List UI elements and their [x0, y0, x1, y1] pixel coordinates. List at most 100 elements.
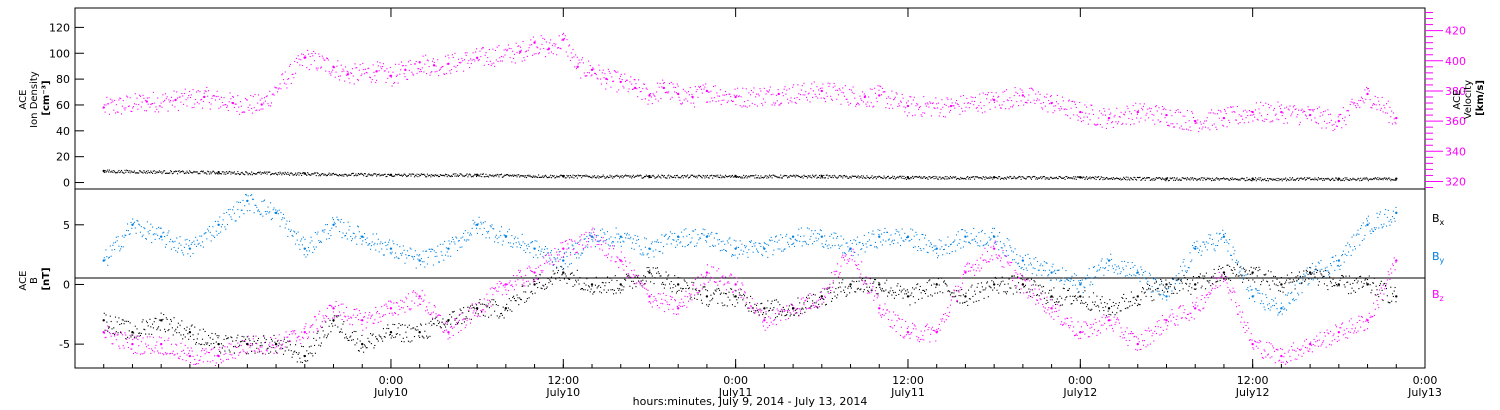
velocity-series-sample — [893, 98, 896, 100]
density-series-sample — [862, 175, 864, 177]
velocity-series-sample — [808, 92, 810, 94]
velocity-series-sample — [997, 96, 999, 98]
velocity-series-sample — [1337, 116, 1339, 118]
density-series-sample — [1326, 178, 1328, 180]
velocity-series-sample — [1347, 110, 1349, 112]
velocity-series-sample — [110, 102, 112, 104]
density-series-sample — [333, 174, 335, 176]
bz-series-sample — [313, 316, 316, 318]
density-series-sample — [1169, 177, 1171, 179]
bz-series-sample — [1335, 324, 1337, 326]
density-series-sample — [256, 173, 258, 175]
bz-series-sample — [1118, 322, 1120, 324]
bz-series-sample — [136, 352, 138, 354]
bz-series-sample — [1196, 297, 1198, 299]
velocity-series-sample — [803, 82, 805, 84]
velocity-series-sample — [189, 96, 191, 99]
density-series-sample — [1189, 179, 1191, 181]
velocity-series-sample — [404, 76, 406, 78]
by-series-point — [964, 235, 967, 238]
bz-series-sample — [882, 309, 884, 311]
velocity-series-sample — [1067, 100, 1070, 102]
density-series-sample — [643, 176, 645, 179]
density-series-sample — [573, 177, 575, 179]
density-series-sample — [355, 173, 357, 175]
density-series-sample — [1092, 177, 1095, 179]
bz-series-sample — [1044, 307, 1046, 309]
bz-series-sample — [731, 274, 733, 276]
density-series-sample — [883, 175, 885, 177]
bz-series-sample — [1227, 286, 1229, 289]
bz-series-sample — [1361, 316, 1363, 318]
velocity-series-sample — [1073, 114, 1075, 116]
bz-series-sample — [984, 247, 986, 249]
velocity-series-sample — [968, 102, 970, 104]
bz-series-sample — [584, 247, 586, 249]
density-series-sample — [1218, 179, 1220, 181]
velocity-series-sample — [534, 40, 536, 42]
bz-series-sample — [1066, 317, 1068, 319]
velocity-series-sample — [604, 73, 606, 75]
bz-series-sample — [889, 325, 891, 328]
bz-series-sample — [1252, 347, 1254, 349]
density-series-sample — [1001, 177, 1003, 179]
velocity-series-sample — [247, 106, 249, 108]
velocity-series-sample — [457, 58, 459, 60]
bz-series-sample — [633, 269, 635, 271]
density-series-sample — [364, 173, 366, 175]
bz-series-sample — [783, 310, 785, 313]
velocity-series-sample — [237, 95, 239, 97]
velocity-series-sample — [108, 103, 110, 105]
velocity-series-sample — [799, 98, 801, 100]
bz-series-sample — [1309, 348, 1311, 350]
by-series-point — [303, 247, 306, 250]
density-series-sample — [957, 177, 959, 180]
velocity-series-sample — [488, 63, 490, 66]
velocity-series-sample — [306, 66, 308, 69]
bz-series-sample — [1050, 316, 1052, 318]
velocity-series-sample — [426, 73, 428, 75]
density-series-sample — [1314, 177, 1316, 179]
by-series-sample — [150, 223, 152, 225]
bz-series-sample — [195, 363, 198, 365]
bz-series-sample — [290, 331, 292, 333]
by-series-sample — [205, 232, 207, 234]
velocity-series-sample — [473, 58, 475, 60]
density-series-sample — [417, 176, 419, 178]
velocity-series-sample — [679, 99, 681, 101]
bz-series-sample — [1360, 326, 1362, 328]
bz-series-sample — [464, 327, 466, 329]
velocity-series-sample — [1172, 123, 1174, 125]
velocity-series-sample — [285, 83, 287, 85]
velocity-series-sample — [510, 48, 512, 50]
density-series-sample — [762, 176, 764, 179]
density-series-sample — [401, 175, 403, 177]
velocity-series-sample — [843, 95, 846, 97]
bz-series-sample — [701, 288, 703, 290]
velocity-series-sample — [716, 92, 718, 94]
velocity-series-sample — [560, 48, 562, 50]
density-series-sample — [136, 172, 138, 174]
velocity-series-sample — [468, 60, 470, 62]
velocity-series-sample — [612, 80, 614, 82]
by-series-sample — [215, 230, 217, 232]
velocity-series-sample — [395, 75, 397, 77]
velocity-series-sample — [1119, 116, 1121, 118]
bz-series-sample — [1055, 307, 1057, 309]
velocity-series-sample — [1331, 124, 1333, 126]
density-series-sample — [1127, 176, 1129, 178]
bz-series-sample — [485, 305, 487, 307]
density-series-sample — [1302, 178, 1304, 180]
density-series-sample — [1295, 178, 1297, 181]
velocity-series-sample — [467, 62, 469, 64]
velocity-series-sample — [185, 99, 187, 101]
velocity-series-sample — [1083, 116, 1085, 118]
density-series-sample — [987, 177, 989, 179]
by-series-sample — [107, 264, 109, 266]
density-series-sample — [419, 175, 421, 177]
velocity-series-sample — [723, 99, 725, 101]
velocity-series-sample — [447, 54, 449, 56]
bz-series-sample — [461, 312, 463, 314]
bz-series-sample — [448, 333, 450, 335]
velocity-series-sample — [682, 88, 684, 90]
